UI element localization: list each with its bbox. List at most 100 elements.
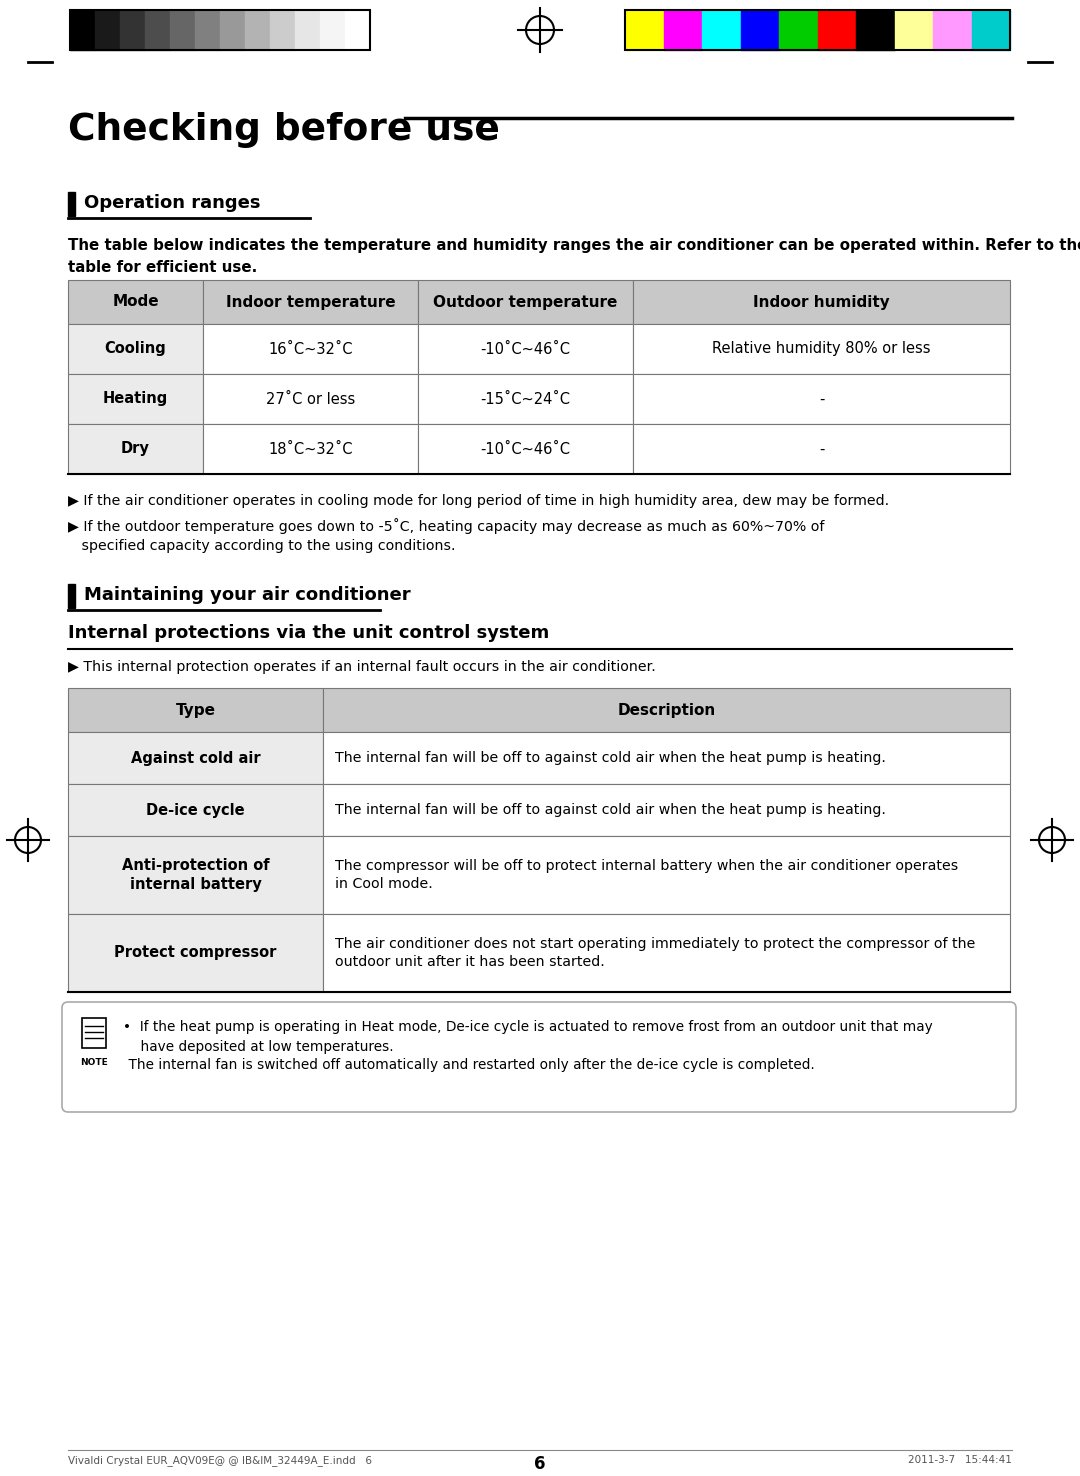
Text: -: - [819,441,824,456]
Bar [345,10,370,50]
Bar [145,10,170,50]
Text: Heating: Heating [103,391,168,406]
Bar [95,10,120,50]
Bar [779,10,818,50]
Bar [625,10,663,50]
Bar [120,10,145,50]
Text: Internal protections via the unit control system: Internal protections via the unit contro… [68,624,550,642]
Bar [295,10,320,50]
Bar [323,784,1010,835]
Bar [633,325,1010,373]
Text: ▶ If the air conditioner operates in cooling mode for long period of time in hig: ▶ If the air conditioner operates in coo… [68,494,889,508]
Bar [972,10,1010,50]
Bar [323,914,1010,992]
Text: specified capacity according to the using conditions.: specified capacity according to the usin… [68,539,456,554]
Text: The table below indicates the temperature and humidity ranges the air conditione: The table below indicates the temperatur… [68,238,1080,252]
Bar [203,424,418,474]
Bar [323,732,1010,784]
Bar [818,10,856,50]
Bar [933,10,972,50]
Text: Outdoor temperature: Outdoor temperature [433,295,618,310]
Bar [320,10,345,50]
Text: 16˚C~32˚C: 16˚C~32˚C [268,341,353,357]
Text: -15˚C~24˚C: -15˚C~24˚C [481,391,570,406]
Bar [323,835,1010,914]
Bar [418,325,633,373]
Text: De-ice cycle: De-ice cycle [146,803,245,818]
Text: Maintaining your air conditioner: Maintaining your air conditioner [84,586,410,604]
Bar [418,280,633,325]
Text: -: - [819,391,824,406]
Bar [170,10,195,50]
Bar [70,10,95,50]
Text: The compressor will be off to protect internal battery when the air conditioner : The compressor will be off to protect in… [335,859,958,892]
Text: ▶ This internal protection operates if an internal fault occurs in the air condi: ▶ This internal protection operates if a… [68,660,656,675]
Bar [68,192,75,215]
Ellipse shape [1039,827,1065,853]
Text: -10˚C~46˚C: -10˚C~46˚C [481,441,570,456]
Text: Type: Type [175,703,216,717]
Text: Indoor humidity: Indoor humidity [753,295,890,310]
Text: Cooling: Cooling [105,341,166,357]
Text: Dry: Dry [121,441,150,456]
Bar [856,10,894,50]
Text: Vivaldi Crystal EUR_AQV09E@ @ IB&IM_32449A_E.indd   6: Vivaldi Crystal EUR_AQV09E@ @ IB&IM_3244… [68,1455,372,1466]
Bar [195,10,220,50]
Text: NOTE: NOTE [80,1058,108,1067]
Text: Anti-protection of
internal battery: Anti-protection of internal battery [122,858,269,893]
Bar [82,1018,106,1048]
Text: have deposited at low temperatures.: have deposited at low temperatures. [123,1041,393,1054]
Bar [894,10,933,50]
Text: 6: 6 [535,1455,545,1473]
Bar [68,732,323,784]
Bar [68,325,203,373]
Bar [68,784,323,835]
Bar [68,584,75,608]
Text: Protect compressor: Protect compressor [114,946,276,961]
Bar [203,373,418,424]
Bar [68,280,203,325]
Text: The internal fan will be off to against cold air when the heat pump is heating.: The internal fan will be off to against … [335,803,886,818]
Text: -10˚C~46˚C: -10˚C~46˚C [481,341,570,357]
Bar [702,10,741,50]
Bar [220,10,245,50]
Text: 18˚C~32˚C: 18˚C~32˚C [268,441,353,456]
Bar [203,280,418,325]
Bar [68,688,323,732]
Text: Checking before use: Checking before use [68,112,500,148]
Bar [68,914,323,992]
Text: •  If the heat pump is operating in Heat mode, De-ice cycle is actuated to remov: • If the heat pump is operating in Heat … [123,1020,933,1035]
Text: ▶ If the outdoor temperature goes down to -5˚C, heating capacity may decrease as: ▶ If the outdoor temperature goes down t… [68,518,824,534]
Text: The internal fan is switched off automatically and restarted only after the de-i: The internal fan is switched off automat… [111,1058,814,1072]
Bar [633,373,1010,424]
Bar [663,10,702,50]
Text: Mode: Mode [112,295,159,310]
Bar [625,10,1010,50]
Text: Relative humidity 80% or less: Relative humidity 80% or less [712,341,931,357]
Text: The internal fan will be off to against cold air when the heat pump is heating.: The internal fan will be off to against … [335,751,886,765]
Text: 2011-3-7   15:44:41: 2011-3-7 15:44:41 [908,1455,1012,1466]
Bar [741,10,779,50]
Bar [68,373,203,424]
Text: table for efficient use.: table for efficient use. [68,260,257,275]
Bar [633,424,1010,474]
Ellipse shape [526,16,554,44]
Text: Indoor temperature: Indoor temperature [226,295,395,310]
Bar [70,10,370,50]
Bar [323,688,1010,732]
Ellipse shape [15,827,41,853]
Bar [68,424,203,474]
Bar [270,10,295,50]
Text: Description: Description [618,703,716,717]
Bar [245,10,270,50]
Bar [418,424,633,474]
Bar [418,373,633,424]
Text: The air conditioner does not start operating immediately to protect the compress: The air conditioner does not start opera… [335,937,975,970]
Bar [203,325,418,373]
FancyBboxPatch shape [62,1002,1016,1111]
Text: Operation ranges: Operation ranges [84,193,260,213]
Bar [633,280,1010,325]
Text: 27˚C or less: 27˚C or less [266,391,355,406]
Text: Against cold air: Against cold air [131,750,260,766]
Bar [68,835,323,914]
